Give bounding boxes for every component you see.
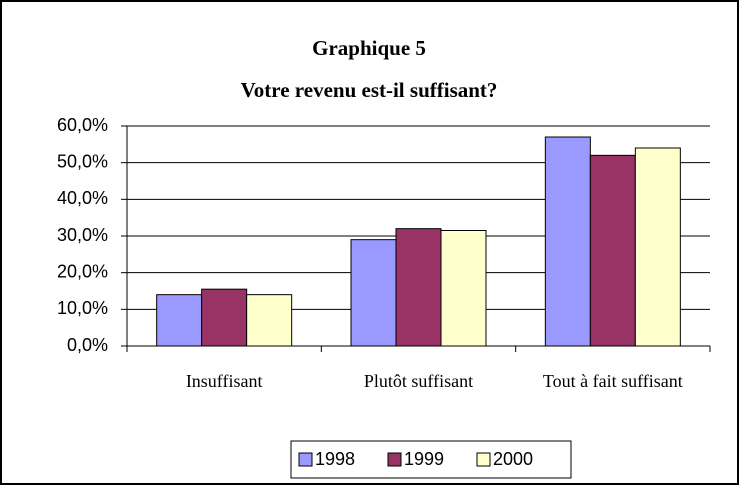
bar	[156, 294, 203, 347]
legend-swatch	[476, 452, 491, 467]
legend-label: 1998	[315, 449, 355, 469]
x-tick-label: Insuffisant	[185, 371, 263, 391]
legend-swatch	[298, 452, 313, 467]
chart-title: Graphique 5	[312, 36, 426, 60]
y-tick-label: 10,0%	[57, 298, 108, 318]
chart-subtitle: Votre revenu est-il suffisant?	[241, 78, 498, 102]
y-tick-label: 30,0%	[57, 225, 108, 245]
y-tick-label: 50,0%	[57, 151, 108, 171]
bar	[246, 294, 293, 347]
bar	[201, 288, 248, 347]
bar	[350, 239, 397, 347]
legend-box	[290, 440, 572, 479]
y-tick-label: 20,0%	[57, 261, 108, 281]
bar	[395, 228, 442, 347]
y-tick-label: 40,0%	[57, 188, 108, 208]
legend-label: 1999	[404, 449, 444, 469]
x-tick-label: Plutôt suffisant	[363, 371, 474, 391]
x-tick-label: Tout à fait suffisant	[542, 371, 683, 391]
bar	[440, 230, 487, 347]
bar	[589, 154, 636, 347]
bar	[544, 136, 591, 347]
legend-label: 2000	[493, 449, 533, 469]
y-tick-label: 0,0%	[67, 335, 108, 355]
legend-swatch	[387, 452, 402, 467]
y-tick-label: 60,0%	[57, 115, 108, 135]
bar	[634, 147, 681, 347]
